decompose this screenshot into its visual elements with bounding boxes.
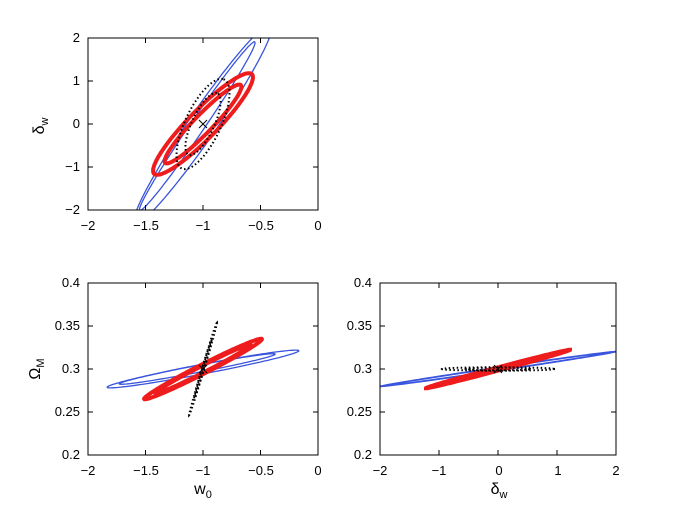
blue-contour bbox=[138, 41, 256, 210]
x-tick-label: 0 bbox=[314, 218, 321, 233]
y-tick-label: 0.2 bbox=[62, 447, 80, 462]
y-tick-label: 0.25 bbox=[347, 404, 372, 419]
blue-contour bbox=[386, 352, 610, 386]
dotted-contour bbox=[175, 77, 231, 171]
contour-group bbox=[136, 38, 270, 210]
x-tick-label: 1 bbox=[554, 463, 561, 478]
x-tick-label: −2 bbox=[373, 463, 388, 478]
best-fit-cross-marker bbox=[198, 364, 208, 374]
y-tick-label: 0.25 bbox=[55, 404, 80, 419]
x-tick-label: −0.5 bbox=[248, 463, 274, 478]
x-tick-label: −1 bbox=[196, 218, 211, 233]
panel-delta-w-vs-w0: 2 1 0 −1 −2 −2 −1.5 −1 −0.5 0 δw bbox=[31, 30, 322, 233]
x-axis-label: δw bbox=[491, 481, 508, 501]
blue-contour bbox=[136, 38, 270, 210]
x-tick-label: 2 bbox=[612, 463, 619, 478]
best-fit-cross-marker bbox=[493, 364, 503, 374]
x-tick-label: 0 bbox=[314, 463, 321, 478]
y-tick-label: 2 bbox=[73, 30, 80, 45]
best-fit-cross-marker bbox=[198, 119, 208, 129]
x-tick-label: 0 bbox=[495, 463, 502, 478]
y-tick-label: 0 bbox=[73, 116, 80, 131]
x-axis-label: w0 bbox=[193, 481, 212, 501]
y-tick-label: −2 bbox=[65, 202, 80, 217]
panel-omega-m-vs-w0: 0.4 0.35 0.3 0.25 0.2 −2 −1.5 −1 −0.5 0 … bbox=[27, 275, 322, 501]
y-tick-label: 0.3 bbox=[354, 361, 372, 376]
dotted-contour bbox=[193, 338, 213, 400]
contour-group bbox=[380, 347, 616, 391]
y-tick-label: 0.4 bbox=[354, 275, 372, 290]
x-tick-label: −0.5 bbox=[248, 218, 274, 233]
x-tick-label: −1 bbox=[196, 463, 211, 478]
y-tick-label: 1 bbox=[73, 73, 80, 88]
y-tick-label: 0.2 bbox=[354, 447, 372, 462]
red-contour bbox=[153, 342, 253, 396]
y-tick-label: −1 bbox=[65, 159, 80, 174]
red-contour bbox=[434, 351, 562, 387]
dotted-contour bbox=[464, 366, 532, 372]
x-tick-label: −2 bbox=[81, 218, 96, 233]
contour-group bbox=[106, 320, 300, 418]
x-tick-label: −1.5 bbox=[133, 218, 159, 233]
red-contour bbox=[162, 82, 244, 166]
y-tick-label: 0.35 bbox=[347, 318, 372, 333]
y-tick-label: 0.35 bbox=[55, 318, 80, 333]
panel-omega-m-vs-delta-w: 0.4 0.35 0.3 0.25 0.2 −2 −1 0 1 2 δw bbox=[347, 275, 620, 501]
y-tick-label: 0.4 bbox=[62, 275, 80, 290]
y-axis-label: δw bbox=[31, 118, 51, 135]
x-tick-label: −2 bbox=[81, 463, 96, 478]
y-axis-label: ΩM bbox=[27, 358, 47, 379]
y-tick-label: 0.3 bbox=[62, 361, 80, 376]
x-tick-label: −1.5 bbox=[133, 463, 159, 478]
x-tick-label: −1 bbox=[432, 463, 447, 478]
